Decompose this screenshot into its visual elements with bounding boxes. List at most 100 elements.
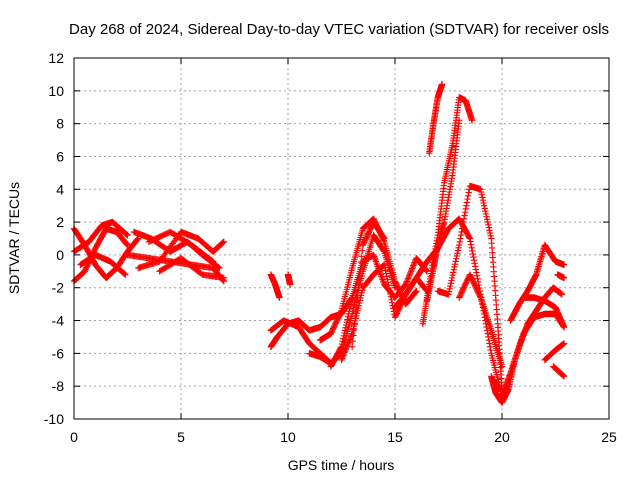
data-point — [446, 285, 453, 293]
y-tick-label: 6 — [56, 148, 64, 164]
y-tick-label: 0 — [56, 247, 64, 263]
y-tick-label: 2 — [56, 214, 64, 230]
data-point — [348, 297, 355, 304]
series-arc-30 — [550, 363, 568, 380]
data-point — [450, 269, 457, 276]
series-arc-31 — [554, 271, 568, 282]
data-point — [454, 250, 461, 257]
data-point — [460, 218, 467, 226]
x-axis-label: GPS time / hours — [288, 457, 395, 473]
data-point — [385, 281, 392, 289]
series-arc-4 — [77, 251, 129, 278]
data-point — [485, 224, 493, 231]
series-arc-11 — [284, 271, 294, 288]
data-point — [471, 260, 478, 267]
y-tick-label: 10 — [48, 83, 64, 99]
data-point — [382, 270, 390, 277]
data-point — [403, 278, 411, 285]
data-point — [438, 81, 446, 88]
data-point — [450, 266, 458, 273]
data-point — [407, 269, 414, 276]
data-point — [451, 263, 458, 271]
data-point — [286, 281, 294, 288]
series-arc-20 — [419, 94, 476, 328]
data-point — [347, 299, 355, 307]
data-point — [560, 261, 568, 268]
data-point — [349, 343, 356, 350]
data-point — [485, 337, 493, 344]
data-point — [486, 227, 493, 234]
data-point — [357, 258, 365, 266]
data-point — [448, 277, 455, 284]
data-point — [340, 352, 347, 359]
data-point — [463, 199, 471, 206]
data-point — [453, 252, 461, 260]
data-point — [411, 259, 418, 266]
data-point — [341, 347, 349, 355]
data-point — [216, 264, 223, 272]
data-point — [384, 276, 391, 283]
data-point — [479, 194, 486, 201]
data-point — [388, 299, 396, 306]
data-point — [464, 192, 472, 200]
data-point — [461, 209, 469, 216]
series-arc-26 — [498, 284, 566, 400]
data-point — [477, 188, 485, 196]
series-arc-29 — [541, 340, 568, 364]
data-point — [344, 313, 352, 320]
series-arc-21 — [423, 117, 463, 305]
series-arc-17 — [338, 261, 431, 364]
y-tick-label: 12 — [48, 50, 64, 66]
y-tick-label: -8 — [52, 378, 65, 394]
data-point — [338, 356, 345, 364]
plot-frame — [73, 57, 610, 420]
data-point — [344, 316, 351, 323]
data-point — [481, 205, 488, 212]
data-point — [486, 343, 494, 350]
data-point — [220, 238, 227, 245]
data-point — [463, 202, 470, 209]
data-point — [447, 282, 454, 290]
data-point — [208, 257, 216, 264]
y-axis-label: SDTVAR / TECUs — [6, 182, 22, 294]
data-point — [482, 207, 489, 215]
series-arc-7 — [135, 228, 227, 272]
series-arc-10 — [267, 271, 283, 301]
data-point — [455, 244, 462, 251]
data-point — [403, 279, 410, 287]
data-point — [404, 275, 412, 282]
data-point — [472, 263, 479, 270]
x-tick-label: 20 — [494, 429, 510, 445]
data-point — [340, 350, 348, 358]
series-arc-15 — [316, 215, 420, 344]
y-tick-label: -2 — [52, 280, 65, 296]
data-point — [460, 215, 468, 223]
data-point — [382, 267, 389, 274]
data-point — [468, 117, 476, 124]
data-point — [343, 343, 351, 350]
data-point — [344, 340, 352, 348]
data-point — [413, 287, 420, 295]
data-point — [449, 271, 456, 279]
data-point — [456, 117, 463, 124]
data-point — [408, 266, 415, 274]
data-point — [356, 275, 363, 283]
data-point — [134, 236, 141, 243]
data-point — [276, 294, 283, 301]
series-arc-9 — [156, 254, 227, 282]
data-point — [381, 235, 388, 242]
data-point — [483, 213, 490, 220]
grid-lines — [74, 58, 609, 419]
data-point — [346, 305, 354, 312]
axis-ticks: 0 5 10 15 20 25 -10 -8 -6 -4 -2 0 2 4 6 8 10 12 — [44, 50, 617, 445]
data-point — [402, 281, 409, 288]
data-point — [124, 241, 131, 249]
y-tick-label: -10 — [44, 411, 64, 427]
x-tick-label: 10 — [280, 429, 296, 445]
data-point — [341, 349, 348, 356]
data-point — [358, 253, 365, 260]
data-point — [381, 261, 388, 268]
data-point — [486, 229, 494, 237]
data-point — [215, 264, 222, 271]
